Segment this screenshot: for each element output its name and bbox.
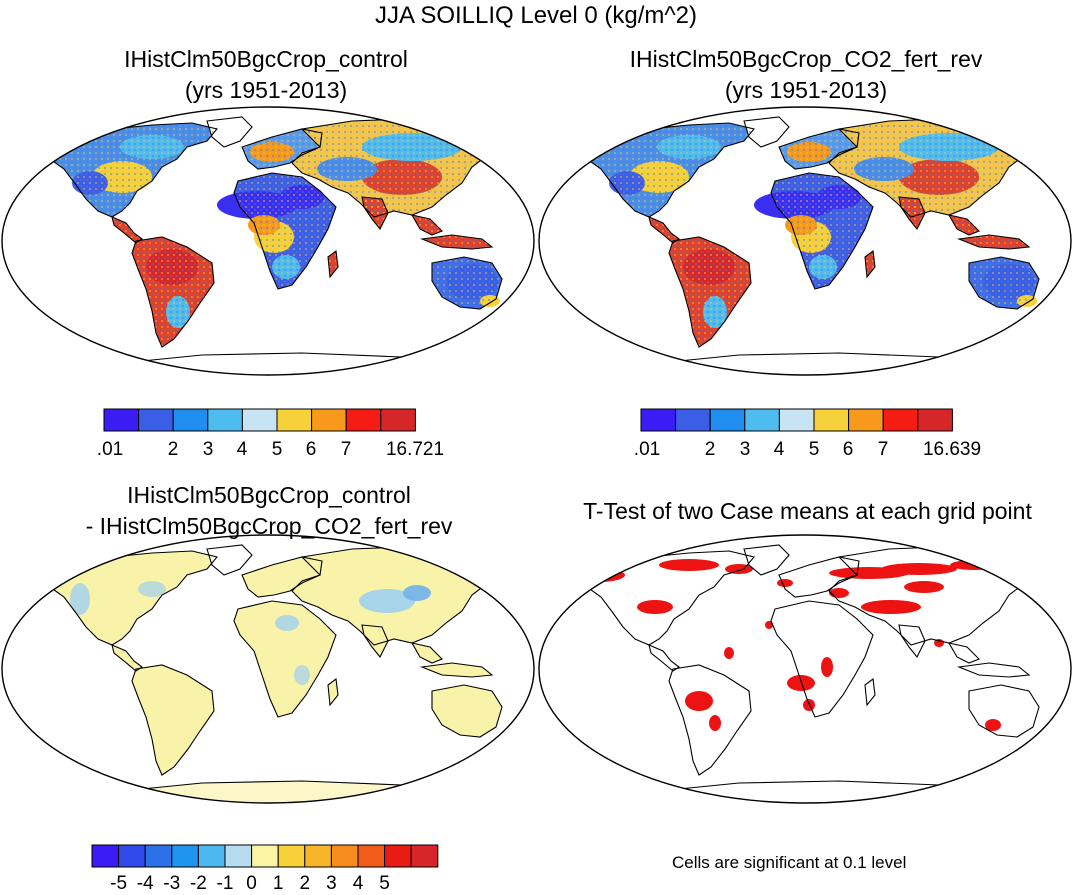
colorbar-tick-label: -3 <box>163 873 181 894</box>
colorbar-box <box>882 408 919 432</box>
colorbar-tick-label: 16.721 <box>385 439 445 460</box>
panel2-frame <box>538 106 1072 376</box>
panel1-map <box>41 116 503 375</box>
colorbar-tick-label: 4 <box>352 873 364 894</box>
colorbar-tick-label: 0 <box>246 873 257 894</box>
colorbar-tick-label: -5 <box>110 873 128 894</box>
colorbar-tick-label: .01 <box>96 439 124 460</box>
colorbar-tick-label: .01 <box>633 439 661 460</box>
colorbar-box <box>103 408 140 432</box>
colorbar-box <box>144 844 173 868</box>
colorbar-tick-label: 4 <box>236 439 248 460</box>
colorbar-tick-label: 7 <box>340 439 352 460</box>
panel4-title-line1: T-Test of two Case means at each grid po… <box>583 498 1032 524</box>
colorbar-tick-label: 4 <box>773 439 785 460</box>
panel1-title-line2: (yrs 1951-2013) <box>184 77 348 103</box>
colorbar-difference <box>91 844 439 868</box>
colorbar-box <box>778 408 815 432</box>
colorbar-box <box>276 408 313 432</box>
colorbar-box <box>91 844 120 868</box>
panel2-title-line1: IHistClm50BgcCrop_CO2_fert_rev <box>629 46 983 72</box>
colorbar-box <box>848 408 884 432</box>
colorbar-box <box>384 844 412 868</box>
panel1-title: IHistClm50BgcCrop_control (yrs 1951-2013… <box>106 44 426 106</box>
colorbar-tick-label: 2 <box>704 439 716 460</box>
colorbar-tick-label: -4 <box>136 873 154 894</box>
figure-title: JJA SOILLIQ Level 0 (kg/m^2) <box>374 2 698 29</box>
colorbar-tick-label: 5 <box>379 873 390 894</box>
colorbar-tick-label: 3 <box>202 439 214 460</box>
colorbar-box <box>224 844 253 868</box>
colorbar-tick-label: 16.639 <box>922 439 982 460</box>
panel3-title-line1: IHistClm50BgcCrop_control <box>127 482 411 508</box>
panel2-title-line2: (yrs 1951-2013) <box>724 77 888 103</box>
colorbar-tick-label: 2 <box>167 439 179 460</box>
panel2-map <box>578 116 1040 375</box>
colorbar-box <box>345 408 382 432</box>
colorbar-co2-fert <box>640 408 953 432</box>
colorbar-box <box>813 408 850 432</box>
colorbar-box <box>744 408 780 432</box>
colorbar-box <box>311 408 347 432</box>
panel1-land <box>41 116 503 375</box>
colorbar-tick-label: 5 <box>271 439 283 460</box>
colorbar-tick-label: 2 <box>299 873 311 894</box>
colorbar-tick-label: 6 <box>305 439 317 460</box>
panel4-map <box>573 544 1040 803</box>
panel4-land <box>573 544 1040 803</box>
panel3-title: IHistClm50BgcCrop_control - IHistClm50Bg… <box>56 480 482 542</box>
panel4-title: T-Test of two Case means at each grid po… <box>545 496 1070 527</box>
panel2-title: IHistClm50BgcCrop_CO2_fert_rev (yrs 1951… <box>600 44 1012 106</box>
colorbar-tick-label: 5 <box>808 439 820 460</box>
colorbar-tick-label: 3 <box>326 873 337 894</box>
colorbar-box <box>640 408 677 432</box>
colorbar-box <box>304 844 332 868</box>
colorbar-box <box>357 844 386 868</box>
colorbar-box <box>330 844 359 868</box>
colorbar-box <box>917 408 953 432</box>
panel3-frame <box>1 534 535 804</box>
panel4-frame <box>538 534 1072 804</box>
colorbar-box <box>138 408 174 432</box>
colorbar-box <box>241 408 278 432</box>
colorbar-box <box>171 844 199 868</box>
colorbar-box <box>172 408 209 432</box>
colorbar-box <box>277 844 306 868</box>
panel2-land <box>578 116 1040 375</box>
colorbar-box <box>410 844 439 868</box>
colorbar-tick-label: 3 <box>739 439 751 460</box>
panel3-map <box>41 544 503 803</box>
colorbar-control <box>103 408 416 432</box>
colorbar-tick-label: 6 <box>842 439 854 460</box>
colorbar-box <box>380 408 416 432</box>
colorbar-tick-label: -2 <box>189 873 207 894</box>
panel1-frame <box>1 106 535 376</box>
colorbar-box <box>251 844 279 868</box>
colorbar-box <box>709 408 746 432</box>
panel3-land <box>41 544 503 803</box>
colorbar-tick-label: 1 <box>272 873 284 894</box>
colorbar-tick-label: 7 <box>877 439 889 460</box>
panel1-title-line1: IHistClm50BgcCrop_control <box>124 46 408 72</box>
colorbar-box <box>197 844 226 868</box>
colorbar-box <box>118 844 146 868</box>
significance-note: Cells are significant at 0.1 level <box>672 853 907 872</box>
colorbar-box <box>207 408 243 432</box>
colorbar-tick-label: -1 <box>216 873 234 894</box>
colorbar-box <box>675 408 711 432</box>
